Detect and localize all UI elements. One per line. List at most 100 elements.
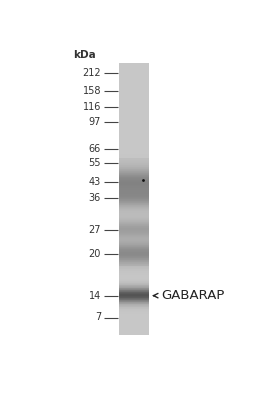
Bar <box>119 189 149 190</box>
Bar <box>119 292 149 293</box>
Bar <box>119 249 149 250</box>
Bar <box>119 329 149 330</box>
Bar <box>119 326 149 327</box>
Bar <box>119 165 149 166</box>
Bar <box>119 121 149 122</box>
Bar <box>119 140 149 141</box>
Bar <box>119 176 149 177</box>
Bar <box>119 275 149 276</box>
Bar <box>119 167 149 168</box>
Bar <box>119 151 149 152</box>
Bar <box>119 100 149 101</box>
Bar <box>119 250 149 251</box>
Bar <box>119 94 149 95</box>
Bar <box>119 139 149 140</box>
Text: 20: 20 <box>89 249 101 259</box>
Bar <box>119 280 149 281</box>
Bar <box>119 95 149 96</box>
Bar <box>119 118 149 119</box>
Bar <box>119 170 149 171</box>
Bar <box>119 214 149 215</box>
Bar <box>119 258 149 259</box>
Bar <box>119 264 149 265</box>
Bar <box>119 234 149 235</box>
Bar <box>119 117 149 118</box>
Bar <box>119 205 149 206</box>
Bar <box>119 278 149 279</box>
Bar <box>119 202 149 203</box>
Bar <box>119 266 149 267</box>
Bar <box>119 229 149 230</box>
Bar <box>119 98 149 99</box>
Bar <box>119 123 149 124</box>
Bar <box>119 71 149 72</box>
Bar <box>119 65 149 66</box>
Bar <box>119 186 149 187</box>
Bar <box>119 142 149 143</box>
Bar <box>119 272 149 273</box>
Bar <box>119 183 149 184</box>
Bar <box>119 219 149 220</box>
Bar <box>119 288 149 289</box>
Bar <box>119 163 149 164</box>
Bar <box>119 298 149 299</box>
Bar <box>119 110 149 111</box>
Bar <box>119 72 149 73</box>
Bar <box>119 158 149 159</box>
Bar <box>119 241 149 242</box>
Bar <box>119 128 149 129</box>
Bar <box>119 112 149 113</box>
Bar <box>119 198 149 199</box>
Bar <box>119 322 149 323</box>
Bar <box>119 111 149 112</box>
Bar <box>119 300 149 301</box>
Bar <box>119 308 149 309</box>
Bar <box>119 255 149 256</box>
Bar <box>119 224 149 225</box>
Bar <box>119 106 149 107</box>
Bar <box>119 89 149 90</box>
Bar <box>119 245 149 246</box>
Bar <box>119 152 149 153</box>
Text: kDa: kDa <box>73 50 96 60</box>
Bar <box>119 222 149 223</box>
Bar <box>119 211 149 212</box>
Bar <box>119 161 149 162</box>
Bar <box>119 116 149 117</box>
Bar <box>119 113 149 114</box>
Bar <box>119 193 149 194</box>
Bar <box>119 328 149 329</box>
Bar <box>119 251 149 252</box>
Bar <box>119 124 149 125</box>
Text: 7: 7 <box>95 312 101 322</box>
Bar <box>119 143 149 144</box>
Text: 116: 116 <box>83 102 101 112</box>
Bar <box>119 291 149 292</box>
Bar <box>119 247 149 248</box>
Bar <box>119 230 149 231</box>
Bar <box>119 293 149 294</box>
Bar <box>119 206 149 207</box>
Bar <box>119 254 149 255</box>
Bar <box>119 236 149 237</box>
Bar <box>119 166 149 167</box>
Bar <box>119 228 149 229</box>
Bar <box>119 184 149 185</box>
Bar <box>119 164 149 165</box>
Bar <box>119 102 149 103</box>
Bar <box>119 302 149 303</box>
Bar <box>119 218 149 219</box>
Bar <box>119 324 149 325</box>
Bar <box>119 221 149 222</box>
Bar <box>119 173 149 174</box>
Bar <box>119 70 149 71</box>
Bar <box>119 330 149 331</box>
Bar <box>119 197 149 198</box>
Bar <box>119 181 149 182</box>
Bar <box>119 252 149 253</box>
Bar <box>119 311 149 312</box>
Bar <box>119 215 149 216</box>
Bar <box>119 246 149 247</box>
Bar <box>119 334 149 335</box>
Bar <box>119 199 149 200</box>
